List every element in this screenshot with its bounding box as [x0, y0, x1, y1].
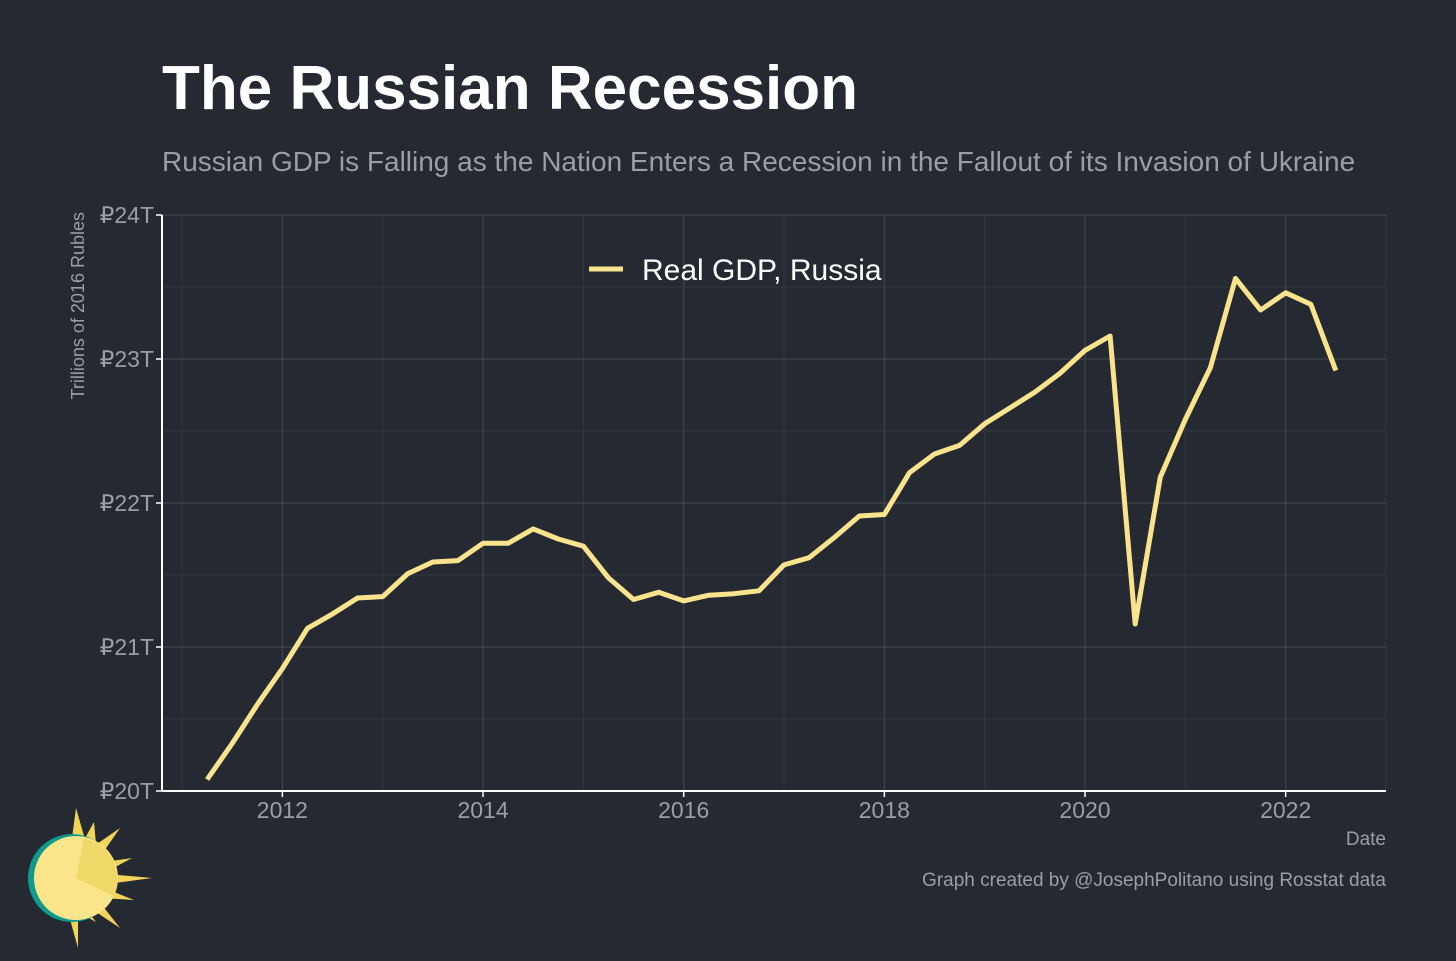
y-tick-label: ₽22T — [100, 490, 154, 516]
x-tick-label: 2012 — [257, 797, 308, 823]
y-tick-label: ₽21T — [100, 634, 154, 660]
x-tick-label: 2022 — [1260, 797, 1311, 823]
series-line — [205, 275, 1339, 781]
y-tick-label: ₽24T — [100, 202, 154, 228]
x-tick-label: 2020 — [1059, 797, 1110, 823]
chart-subtitle: Russian GDP is Falling as the Nation Ent… — [162, 146, 1356, 177]
x-axis-label: Date — [1346, 829, 1386, 850]
y-tick-label: ₽23T — [100, 346, 154, 372]
x-tick-label: 2016 — [658, 797, 709, 823]
chart-title: The Russian Recession — [162, 54, 859, 123]
x-tick-label: 2018 — [859, 797, 910, 823]
source-credit: Graph created by @JosephPolitano using R… — [922, 870, 1386, 891]
y-tick-label: ₽20T — [100, 778, 154, 804]
legend-label: Real GDP, Russia — [642, 254, 882, 287]
sun-logo-icon — [28, 808, 152, 948]
y-axis-label: Trillions of 2016 Rubles — [68, 212, 88, 399]
x-tick-label: 2014 — [457, 797, 508, 823]
